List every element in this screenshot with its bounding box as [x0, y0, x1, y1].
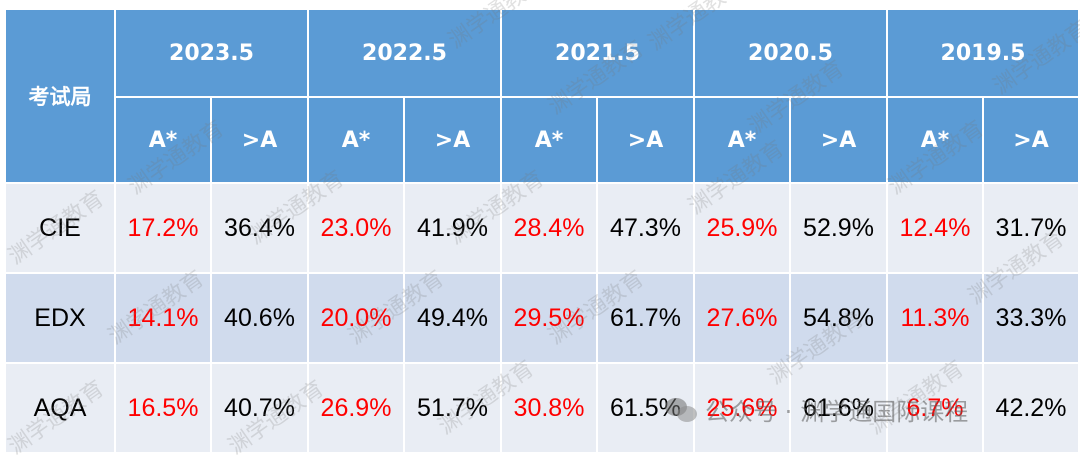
- astar-percent-cell: 16.5%: [114, 362, 212, 454]
- astar-percent-cell: 17.2%: [114, 182, 212, 274]
- grade-header-above-a: >A: [982, 96, 1080, 184]
- astar-percent-cell: 23.0%: [307, 182, 405, 274]
- above-a-percent-cell: 47.3%: [596, 182, 695, 274]
- grade-distribution-table: 考试局 2023.5 2022.5 2021.5 2020.5 2019.5 A…: [4, 8, 1080, 454]
- board-name-cell: EDX: [4, 272, 116, 364]
- astar-percent-cell: 28.4%: [500, 182, 598, 274]
- astar-percent-cell: 20.0%: [307, 272, 405, 364]
- above-a-percent-cell: 54.8%: [789, 272, 888, 364]
- astar-percent-cell: 12.4%: [886, 182, 984, 274]
- above-a-percent-cell: 49.4%: [403, 272, 502, 364]
- astar-percent-cell: 25.9%: [693, 182, 791, 274]
- grade-header-astar: A*: [693, 96, 791, 184]
- board-name-cell: AQA: [4, 362, 116, 454]
- above-a-percent-cell: 33.3%: [982, 272, 1080, 364]
- year-header: 2021.5: [500, 8, 695, 98]
- above-a-percent-cell: 40.6%: [210, 272, 309, 364]
- year-header: 2022.5: [307, 8, 502, 98]
- grade-header-above-a: >A: [403, 96, 502, 184]
- grade-header-row: A* >A A* >A A* >A A* >A A* >A: [5, 96, 1080, 184]
- grade-header-astar: A*: [886, 96, 984, 184]
- astar-percent-cell: 26.9%: [307, 362, 405, 454]
- astar-percent-cell: 29.5%: [500, 272, 598, 364]
- astar-percent-cell: 11.3%: [886, 272, 984, 364]
- grade-header-astar: A*: [114, 96, 212, 184]
- table-row-aqa: AQA 16.5% 40.7% 26.9% 51.7% 30.8% 61.5% …: [4, 362, 1080, 454]
- above-a-percent-cell: 41.9%: [403, 182, 502, 274]
- above-a-percent-cell: 61.5%: [596, 362, 695, 454]
- grade-header-astar: A*: [500, 96, 598, 184]
- astar-percent-cell: 14.1%: [114, 272, 212, 364]
- above-a-percent-cell: 42.2%: [982, 362, 1080, 454]
- board-column-header: 考试局: [4, 8, 116, 184]
- grade-header-astar: A*: [307, 96, 405, 184]
- year-header: 2020.5: [693, 8, 888, 98]
- above-a-percent-cell: 31.7%: [982, 182, 1080, 274]
- table-row-cie: CIE 17.2% 36.4% 23.0% 41.9% 28.4% 47.3% …: [4, 182, 1080, 274]
- astar-percent-cell: 25.6%: [693, 362, 791, 454]
- grade-header-above-a: >A: [596, 96, 695, 184]
- year-header-row: 考试局 2023.5 2022.5 2021.5 2020.5 2019.5: [4, 8, 1080, 184]
- above-a-percent-cell: 52.9%: [789, 182, 888, 274]
- above-a-percent-cell: 40.7%: [210, 362, 309, 454]
- year-header: 2019.5: [886, 8, 1080, 98]
- above-a-percent-cell: 36.4%: [210, 182, 309, 274]
- above-a-percent-cell: 61.7%: [596, 272, 695, 364]
- astar-percent-cell: 6.7%: [886, 362, 984, 454]
- above-a-percent-cell: 51.7%: [403, 362, 502, 454]
- grade-header-above-a: >A: [789, 96, 888, 184]
- grade-header-above-a: >A: [210, 96, 309, 184]
- year-header: 2023.5: [114, 8, 309, 98]
- board-name-cell: CIE: [4, 182, 116, 274]
- astar-percent-cell: 27.6%: [693, 272, 791, 364]
- above-a-percent-cell: 61.6%: [789, 362, 888, 454]
- astar-percent-cell: 30.8%: [500, 362, 598, 454]
- table-row-edx: EDX 14.1% 40.6% 20.0% 49.4% 29.5% 61.7% …: [4, 272, 1080, 364]
